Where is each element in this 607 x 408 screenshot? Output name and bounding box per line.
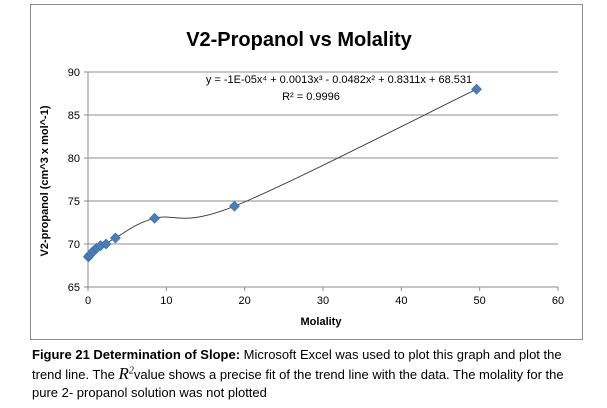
x-tick-label: 50 <box>474 295 486 307</box>
x-tick-label: 30 <box>317 295 329 307</box>
chart-svg: V2-Propanol vs Molality 65 70 75 80 85 90 0 10 2… <box>39 29 564 328</box>
x-tick-label: 40 <box>395 295 407 307</box>
trendline <box>87 88 477 258</box>
r2-symbol: R <box>118 363 129 383</box>
data-point <box>471 83 482 95</box>
y-tick-label: 75 <box>68 196 80 208</box>
x-axis-label: Molality <box>301 316 343 328</box>
y-tick-label: 80 <box>68 153 80 165</box>
y-tick-label: 90 <box>68 67 80 79</box>
x-tick-label: 10 <box>160 295 172 307</box>
x-tick-label: 0 <box>85 295 91 307</box>
trendline-r2: R² = 0.9996 <box>282 91 340 103</box>
data-point <box>100 238 112 250</box>
data-point <box>109 232 121 244</box>
y-tick-label: 70 <box>68 239 80 251</box>
data-point <box>229 200 240 212</box>
x-tick-label: 60 <box>552 295 564 307</box>
trendline-equation: y = -1E-05x⁴ + 0.0013x³ - 0.0482x² + 0.8… <box>206 74 472 86</box>
y-axis-label: V2-propanol (cm^3 x mol^-1) <box>39 105 51 256</box>
r2-superscript: 2 <box>128 365 134 377</box>
caption-text-2: value shows a precise fit of the trend l… <box>32 366 564 401</box>
x-tick-label: 20 <box>239 295 251 307</box>
figure-label: Figure 21 Determination of Slope: <box>32 347 241 362</box>
figure-caption: Figure 21 Determination of Slope: Micros… <box>32 346 592 403</box>
y-tick-label: 85 <box>68 110 80 122</box>
caption-text-1: Microsoft Excel was used to plot this gr… <box>32 347 562 382</box>
data-point <box>149 212 161 224</box>
chart-frame: V2-Propanol vs Molality 65 70 75 80 85 90 0 10 2… <box>30 4 583 340</box>
y-tick-label: 65 <box>68 282 80 294</box>
chart-title: V2-Propanol vs Molality <box>186 29 412 51</box>
